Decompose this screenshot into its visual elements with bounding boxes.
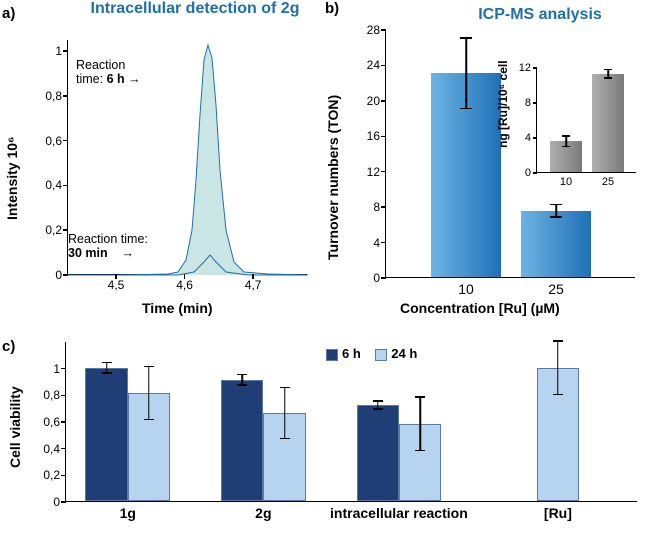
legend-label-24h: 24 h	[391, 346, 417, 361]
panel-a: a) Intracellular detection of 2g Reactio…	[2, 0, 322, 335]
panel-b: b) ICP-MS analysis 048121025 04812162024…	[325, 0, 645, 335]
panel-a-plot: Reaction time: 6 h → Reaction time: 30 m…	[67, 40, 307, 275]
panel-b-inset: 048121025	[536, 68, 636, 173]
viability-bar	[357, 405, 399, 501]
viability-bar	[85, 368, 127, 501]
panel-c-legend: 6 h 24 h	[326, 346, 417, 361]
panel-b-label: b)	[325, 0, 339, 17]
panel-a-xlabel: Time (min)	[142, 300, 213, 316]
group-label: 1g	[120, 501, 136, 521]
xtick: 10	[458, 277, 474, 297]
inset-bar	[592, 74, 624, 172]
panel-a-title: Intracellular detection of 2g	[80, 0, 310, 18]
panel-c: c) 6 h 24 h 00,20,40,60,811g2gintracellu…	[2, 338, 642, 550]
panel-b-title: ICP-MS analysis	[450, 6, 630, 24]
ton-bar	[521, 211, 591, 277]
group-label: [Ru]	[544, 501, 572, 521]
panel-c-plot: 6 h 24 h 00,20,40,60,811g2gintracellular…	[65, 342, 637, 502]
legend-swatch-24h	[375, 349, 387, 361]
panel-b-ylabel: Turnover numbers (TON)	[325, 95, 341, 260]
legend-swatch-6h	[326, 349, 338, 361]
annot-6h: Reaction time: 6 h →	[76, 58, 141, 86]
panel-b-plot: 048121025 04812162024281025	[385, 30, 635, 278]
panel-c-ylabel: Cell viability	[7, 386, 23, 468]
panel-a-label: a)	[2, 5, 15, 22]
xtick: 25	[548, 277, 564, 297]
group-label: 2g	[255, 501, 271, 521]
panel-b-xlabel: Concentration [Ru] (µM)	[400, 300, 560, 316]
inset-ylabel: ng [Ru]/10⁶ cell	[496, 60, 510, 148]
legend-label-6h: 6 h	[342, 346, 361, 361]
group-label: intracellular reaction	[330, 501, 468, 521]
inset-xtick: 25	[602, 172, 614, 188]
inset-xtick: 10	[560, 172, 572, 188]
panel-c-label: c)	[2, 338, 15, 355]
viability-bar	[221, 380, 263, 501]
panel-a-ylabel: Intensity 10⁶	[4, 137, 20, 220]
annot-30min: Reaction time: 30 min →	[68, 232, 148, 260]
